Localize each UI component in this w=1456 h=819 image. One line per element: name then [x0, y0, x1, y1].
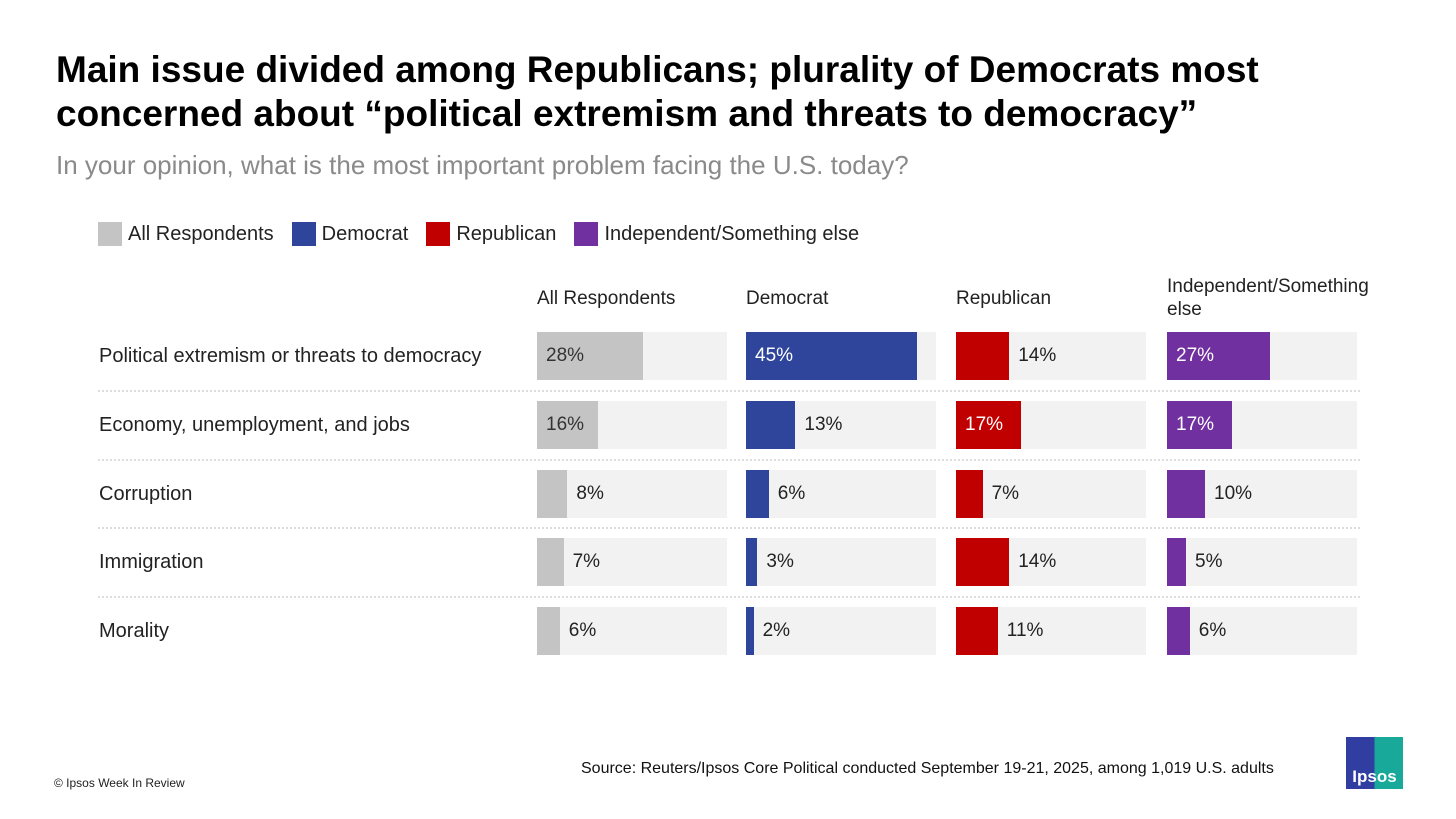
legend-swatch	[98, 222, 122, 246]
bar-track: 11%	[956, 607, 1146, 655]
column-header: Republican	[956, 288, 1052, 309]
bar-track: 3%	[746, 538, 936, 586]
bar-track: 10%	[1167, 470, 1357, 518]
bar-track: 27%	[1167, 332, 1357, 380]
category-label: Economy, unemployment, and jobs	[99, 414, 410, 436]
data-label: 45%	[755, 345, 794, 366]
bar-track: 8%	[537, 470, 727, 518]
column-header: All Respondents	[537, 288, 676, 309]
data-label: 2%	[762, 620, 791, 641]
chart-title: Main issue divided among Republicans; pl…	[56, 49, 1259, 134]
bar-track: 28%	[537, 332, 727, 380]
row-divider	[98, 459, 1360, 461]
bar-track: 17%	[956, 401, 1146, 449]
bar	[1167, 607, 1190, 655]
legend-item: Republican	[426, 222, 556, 246]
bar	[746, 470, 769, 518]
data-label: 8%	[576, 483, 604, 504]
bar-track: 14%	[956, 538, 1146, 586]
category-label: Morality	[99, 620, 170, 642]
row-divider	[98, 390, 1360, 392]
legend-swatch	[291, 222, 316, 246]
data-label: 14%	[1018, 345, 1057, 366]
bar	[1167, 470, 1205, 518]
bar	[956, 538, 1010, 586]
legend-label: Democrat	[321, 222, 409, 245]
column-header: Independent/Something else	[1167, 276, 1369, 320]
legend-label: Republican	[456, 222, 557, 245]
bar-track: 6%	[1167, 607, 1357, 655]
bar	[956, 332, 1010, 380]
bar	[1167, 538, 1186, 586]
legend-label: Independent/Something else	[604, 222, 860, 245]
data-label: 16%	[546, 414, 585, 435]
data-label: 7%	[991, 483, 1020, 504]
ipsos-logo: Ipsos	[1346, 737, 1403, 789]
bar	[537, 607, 560, 655]
bar-track: 7%	[537, 538, 727, 586]
legend-item: Democrat	[291, 222, 409, 246]
bar	[956, 401, 1021, 449]
bar-track: 6%	[537, 607, 727, 655]
bar	[746, 401, 796, 449]
bar	[956, 607, 998, 655]
data-label: 13%	[804, 414, 843, 435]
data-label: 6%	[568, 620, 597, 641]
bar	[1167, 332, 1270, 380]
category-label: Political extremism or threats to democr…	[99, 345, 482, 367]
copyright: © Ipsos Week In Review	[54, 776, 185, 790]
legend-label: All Respondents	[128, 222, 274, 245]
bar-track: 45%	[746, 332, 936, 380]
bar-track: 6%	[746, 470, 936, 518]
category-label: Immigration	[99, 551, 204, 573]
data-label: 11%	[1006, 620, 1044, 641]
legend-item: All Respondents	[98, 222, 274, 246]
bar	[1167, 401, 1232, 449]
data-label: 6%	[777, 483, 806, 504]
bar-track: 2%	[746, 607, 936, 655]
bar	[746, 607, 754, 655]
bar-track: 17%	[1167, 401, 1357, 449]
legend: All Respondents Democrat Republican Indepen…	[98, 222, 859, 246]
data-label: 5%	[1195, 551, 1223, 572]
bar	[537, 401, 598, 449]
data-label: 27%	[1176, 345, 1215, 366]
bar	[537, 332, 644, 380]
bar	[956, 470, 983, 518]
data-label: 14%	[1018, 551, 1057, 572]
data-label: 10%	[1214, 483, 1253, 504]
data-label: 17%	[965, 414, 1004, 435]
data-label: 6%	[1198, 620, 1227, 641]
source-note: Source: Reuters/Ipsos Core Political con…	[581, 760, 1274, 777]
bar-track: 13%	[746, 401, 936, 449]
bar-track: 16%	[537, 401, 727, 449]
data-label: 17%	[1176, 414, 1215, 435]
bar	[746, 538, 758, 586]
category-label: Corruption	[99, 483, 193, 505]
row-divider	[98, 527, 1360, 529]
legend-swatch	[426, 222, 451, 246]
bar	[746, 332, 917, 380]
bar-track: 7%	[956, 470, 1146, 518]
data-label: 7%	[572, 551, 601, 572]
legend-item: Independent/Something else	[574, 222, 859, 246]
chart-subtitle: In your opinion, what is the most import…	[56, 150, 909, 180]
data-label: 28%	[546, 345, 585, 366]
bar-track: 5%	[1167, 538, 1357, 586]
data-label: 3%	[766, 551, 794, 572]
column-header: Democrat	[746, 288, 829, 309]
row-divider	[98, 596, 1360, 598]
bar	[537, 470, 568, 518]
bar	[537, 538, 564, 586]
legend-swatch	[574, 222, 599, 246]
bar-track: 14%	[956, 332, 1146, 380]
